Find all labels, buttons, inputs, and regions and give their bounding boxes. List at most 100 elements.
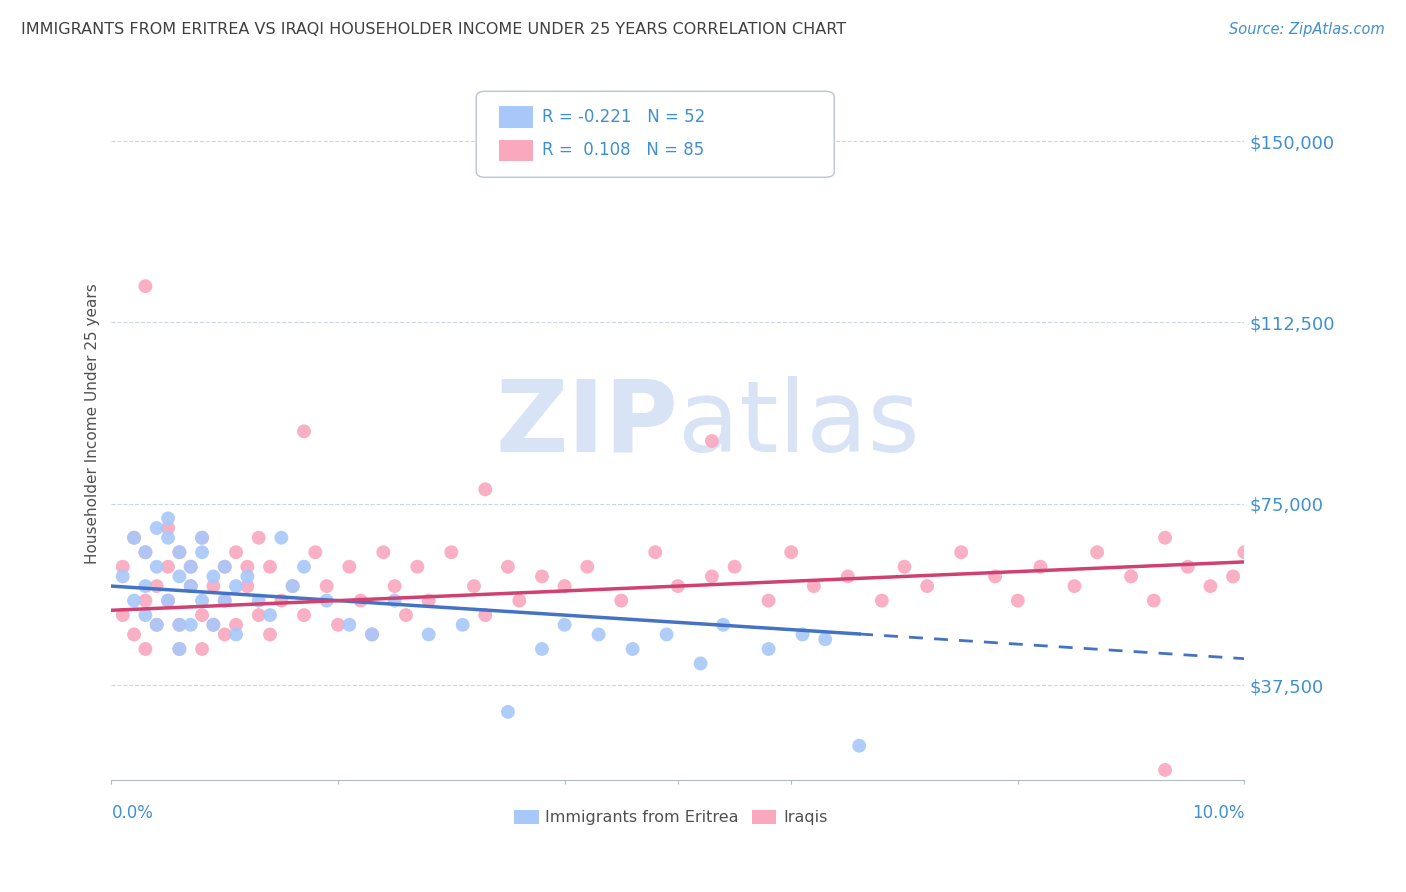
- Point: [145, 617, 167, 632]
- Bar: [513, 810, 538, 824]
- Point: [474, 608, 496, 623]
- Point: [122, 531, 145, 545]
- Point: [711, 617, 734, 632]
- Point: [384, 579, 406, 593]
- Point: [202, 617, 225, 632]
- Point: [145, 521, 167, 535]
- Point: [508, 593, 530, 607]
- Point: [463, 579, 485, 593]
- FancyBboxPatch shape: [477, 91, 834, 178]
- Point: [225, 617, 247, 632]
- Point: [984, 569, 1007, 583]
- Point: [689, 657, 711, 671]
- Point: [1222, 569, 1244, 583]
- Point: [350, 593, 373, 607]
- Point: [530, 569, 553, 583]
- Point: [848, 739, 870, 753]
- Point: [134, 593, 156, 607]
- Point: [247, 531, 270, 545]
- Point: [655, 627, 678, 641]
- Point: [247, 608, 270, 623]
- Point: [373, 545, 395, 559]
- Point: [588, 627, 610, 641]
- Point: [1007, 593, 1029, 607]
- Point: [157, 521, 180, 535]
- Point: [247, 593, 270, 607]
- Point: [134, 545, 156, 559]
- Point: [214, 559, 236, 574]
- Point: [315, 593, 337, 607]
- Bar: [499, 106, 533, 128]
- Point: [202, 579, 225, 593]
- Point: [554, 579, 576, 593]
- Point: [803, 579, 825, 593]
- Point: [122, 593, 145, 607]
- Point: [474, 483, 496, 497]
- Point: [169, 642, 191, 657]
- Point: [180, 617, 202, 632]
- Point: [1199, 579, 1222, 593]
- Point: [145, 559, 167, 574]
- Point: [361, 627, 384, 641]
- Point: [259, 608, 281, 623]
- Point: [225, 627, 247, 641]
- Point: [950, 545, 973, 559]
- Text: 0.0%: 0.0%: [111, 804, 153, 822]
- Point: [145, 617, 167, 632]
- Text: 10.0%: 10.0%: [1192, 804, 1244, 822]
- Point: [191, 531, 214, 545]
- Point: [814, 632, 837, 647]
- Point: [1154, 763, 1177, 777]
- Point: [169, 569, 191, 583]
- Point: [644, 545, 666, 559]
- Point: [1233, 545, 1256, 559]
- Point: [180, 559, 202, 574]
- Point: [111, 559, 134, 574]
- Point: [418, 593, 440, 607]
- Point: [576, 559, 599, 574]
- Point: [236, 559, 259, 574]
- Point: [180, 579, 202, 593]
- Y-axis label: Householder Income Under 25 years: Householder Income Under 25 years: [86, 284, 100, 565]
- Text: ZIP: ZIP: [495, 376, 678, 473]
- Point: [1063, 579, 1085, 593]
- Point: [191, 545, 214, 559]
- Point: [281, 579, 304, 593]
- Point: [157, 593, 180, 607]
- Point: [1029, 559, 1052, 574]
- Point: [292, 559, 315, 574]
- Point: [304, 545, 326, 559]
- Point: [292, 425, 315, 439]
- Point: [157, 511, 180, 525]
- Point: [214, 559, 236, 574]
- Point: [1177, 559, 1199, 574]
- Point: [191, 642, 214, 657]
- Point: [893, 559, 915, 574]
- Point: [440, 545, 463, 559]
- Point: [700, 434, 723, 448]
- Point: [202, 617, 225, 632]
- Point: [134, 579, 156, 593]
- Point: [723, 559, 745, 574]
- Point: [157, 593, 180, 607]
- Point: [496, 705, 519, 719]
- Point: [157, 559, 180, 574]
- Point: [621, 642, 644, 657]
- Point: [337, 617, 360, 632]
- Point: [145, 579, 167, 593]
- Text: Immigrants from Eritrea: Immigrants from Eritrea: [546, 810, 738, 825]
- Point: [191, 531, 214, 545]
- Point: [361, 627, 384, 641]
- Point: [157, 531, 180, 545]
- Point: [395, 608, 418, 623]
- Point: [758, 642, 780, 657]
- Point: [122, 531, 145, 545]
- Point: [134, 545, 156, 559]
- Point: [915, 579, 938, 593]
- Point: [134, 642, 156, 657]
- Point: [111, 569, 134, 583]
- Point: [792, 627, 814, 641]
- Point: [225, 579, 247, 593]
- Point: [406, 559, 429, 574]
- Point: [1085, 545, 1108, 559]
